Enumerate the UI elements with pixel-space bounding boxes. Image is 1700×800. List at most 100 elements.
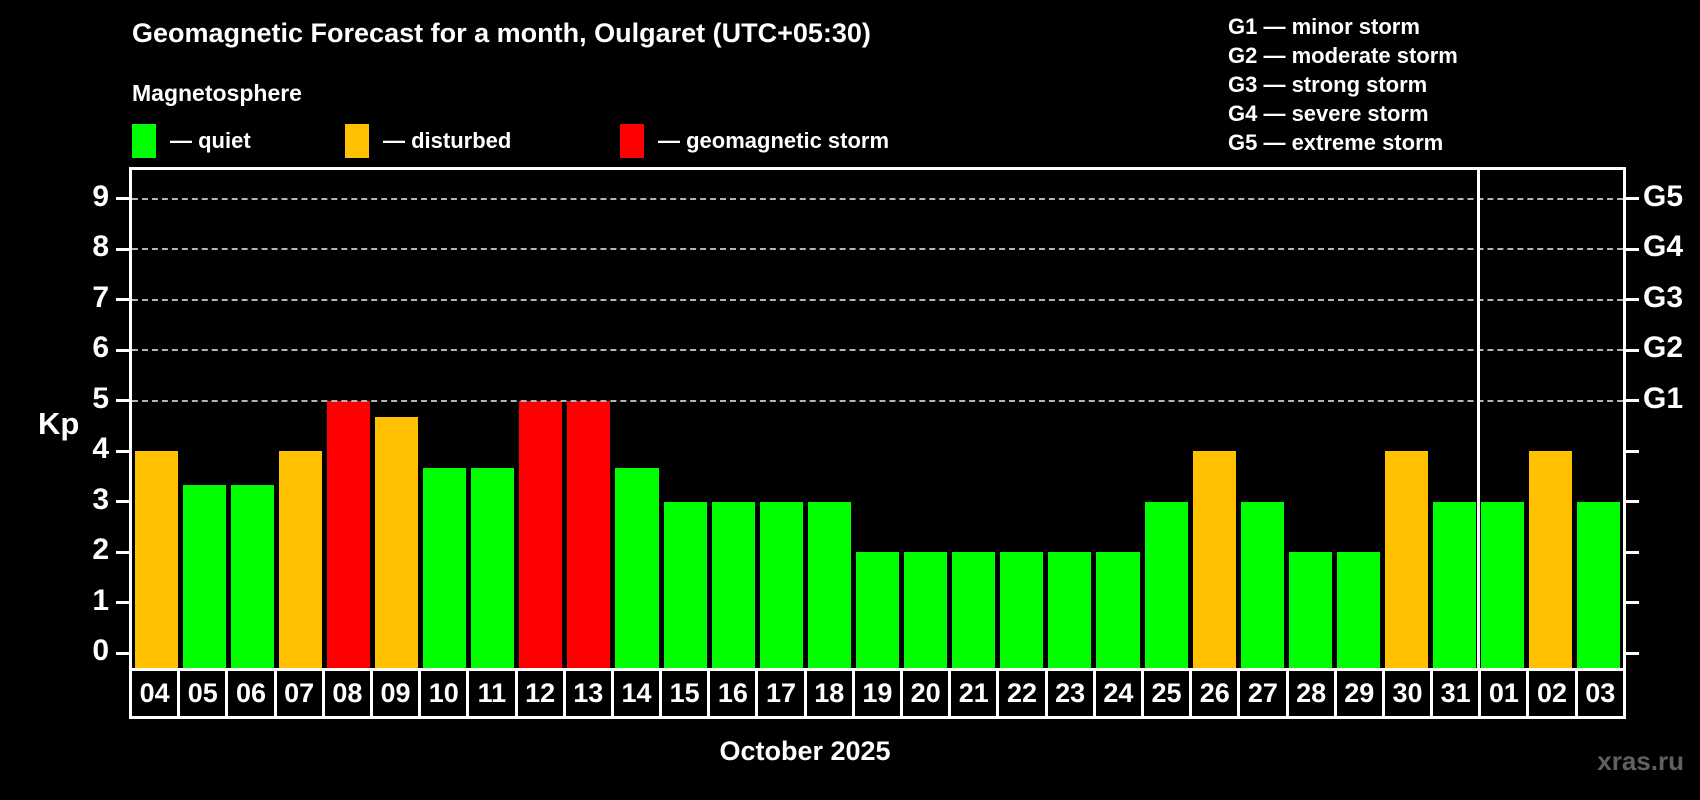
day-label-22: 22	[999, 671, 1048, 716]
day-label-23: 23	[1048, 671, 1096, 716]
y-axis-tick-4	[116, 449, 129, 453]
kp-bar-day-08	[326, 400, 370, 668]
y-tick-label-4: 4	[92, 432, 109, 466]
right-axis-tick-4	[1626, 449, 1639, 453]
kp-bar-day-01	[1481, 501, 1525, 668]
day-label-12: 12	[518, 671, 566, 716]
right-axis-tick-5	[1626, 399, 1639, 403]
gridline-g5	[132, 197, 1623, 200]
day-label-15: 15	[662, 671, 711, 716]
day-axis-strip: 04 05 06 07 08 09 10 11 12 13 14 15 16 17 18 19 20 21 22 23…	[129, 671, 1626, 719]
y-axis-tick-5	[116, 399, 129, 403]
day-label-13: 13	[566, 671, 614, 716]
right-axis-tick-2	[1626, 550, 1639, 554]
storm-scale-line-g2: G2 — moderate storm	[1228, 43, 1458, 68]
g-scale-label-g5: G5	[1643, 179, 1684, 213]
kp-bar-day-18	[807, 501, 851, 668]
y-axis-tick-7	[116, 298, 129, 302]
kp-bar-day-28	[1288, 552, 1332, 668]
day-label-30: 30	[1385, 671, 1434, 716]
day-label-01: 01	[1481, 671, 1530, 716]
kp-bar-day-06	[230, 485, 274, 668]
kp-bar-day-09	[374, 417, 419, 668]
y-axis-tick-1	[116, 601, 129, 605]
kp-bar-day-13	[567, 400, 611, 668]
right-axis-tick-7	[1626, 298, 1639, 302]
y-tick-label-5: 5	[92, 381, 109, 415]
kp-bar-day-05	[182, 485, 226, 668]
storm-scale-line-g4: G4 — severe storm	[1228, 101, 1429, 126]
day-label-05: 05	[180, 671, 229, 716]
storm-scale-line-g3: G3 — strong storm	[1228, 72, 1428, 97]
day-label-24: 24	[1096, 671, 1144, 716]
kp-bar-day-26	[1192, 451, 1236, 668]
day-label-17: 17	[758, 671, 807, 716]
day-label-29: 29	[1337, 671, 1385, 716]
kp-bar-day-14	[615, 467, 659, 668]
kp-bar-day-20	[904, 552, 948, 668]
legend-item-label: — disturbed	[383, 128, 512, 153]
day-label-26: 26	[1192, 671, 1241, 716]
y-tick-label-2: 2	[92, 533, 109, 567]
kp-bar-day-23	[1048, 552, 1092, 668]
right-axis-tick-6	[1626, 348, 1639, 352]
storm-color-swatch	[620, 124, 644, 158]
kp-bar-day-11	[471, 467, 515, 668]
day-label-27: 27	[1240, 671, 1289, 716]
y-tick-label-6: 6	[92, 331, 109, 365]
day-label-03: 03	[1585, 678, 1616, 708]
kp-bar-day-12	[519, 400, 563, 668]
day-label-02: 02	[1529, 671, 1578, 716]
disturbed-color-swatch	[345, 124, 369, 158]
day-label-31: 31	[1433, 671, 1482, 716]
y-tick-label-3: 3	[92, 482, 109, 516]
y-axis-title: Kp	[38, 406, 80, 441]
y-tick-label-0: 0	[92, 634, 109, 668]
kp-bar-day-24	[1096, 552, 1140, 668]
y-axis-tick-2	[116, 550, 129, 554]
legend-item-quiet: — quiet	[132, 124, 251, 158]
y-tick-label-8: 8	[92, 230, 109, 264]
day-label-09: 09	[373, 671, 422, 716]
day-label-04: 04	[132, 671, 181, 716]
gridline-g2	[132, 349, 1623, 352]
storm-scale-legend: G1 — minor storm G2 — moderate storm G3 …	[1228, 12, 1458, 157]
day-label-21: 21	[951, 671, 1000, 716]
legend-item-disturbed: — disturbed	[345, 124, 511, 158]
g-scale-label-g2: G2	[1643, 331, 1684, 365]
kp-bar-day-15	[663, 501, 707, 668]
day-label-10: 10	[421, 671, 470, 716]
day-label-06: 06	[228, 671, 277, 716]
kp-bar-day-02	[1529, 451, 1573, 668]
day-label-18: 18	[807, 671, 855, 716]
kp-bar-day-19	[855, 552, 900, 668]
x-axis-title: October 2025	[719, 736, 891, 766]
y-axis-tick-8	[116, 247, 129, 251]
kp-bar-day-07	[278, 451, 322, 668]
kp-bar-day-21	[952, 552, 996, 668]
kp-bar-day-04	[134, 451, 178, 668]
right-axis-tick-9	[1626, 197, 1639, 201]
storm-scale-line-g1: G1 — minor storm	[1228, 14, 1420, 39]
y-axis-tick-6	[116, 348, 129, 352]
chart-subtitle: Magnetosphere	[132, 80, 302, 106]
kp-bar-day-29	[1336, 552, 1380, 668]
day-label-16: 16	[710, 671, 759, 716]
legend-item-storm: — geomagnetic storm	[620, 124, 889, 158]
kp-bar-day-27	[1240, 501, 1284, 668]
gridline-g4	[132, 248, 1623, 251]
day-label-25: 25	[1144, 671, 1193, 716]
storm-scale-line-g5: G5 — extreme storm	[1228, 130, 1444, 155]
g-scale-label-g1: G1	[1643, 381, 1684, 415]
g-scale-label-g3: G3	[1643, 280, 1684, 314]
day-label-28: 28	[1289, 671, 1337, 716]
y-axis-tick-0	[116, 651, 129, 655]
y-tick-label-7: 7	[92, 280, 109, 314]
right-axis-tick-1	[1626, 601, 1639, 605]
kp-bar-day-30	[1385, 451, 1429, 668]
day-label-08: 08	[325, 671, 373, 716]
kp-bar-day-25	[1144, 501, 1188, 668]
day-label-19: 19	[855, 671, 903, 716]
kp-bar-day-16	[711, 501, 755, 668]
page-title: Geomagnetic Forecast for a month, Oulgar…	[132, 18, 871, 48]
